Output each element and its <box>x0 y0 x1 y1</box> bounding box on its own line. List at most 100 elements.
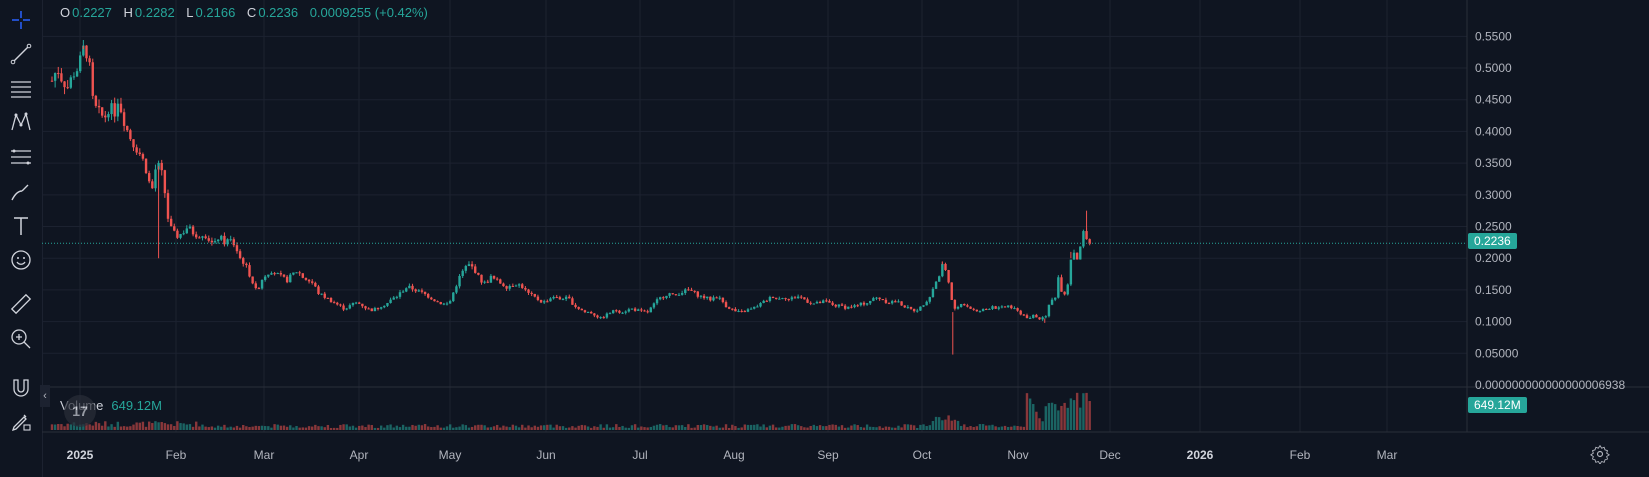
volume-bar <box>470 426 474 430</box>
brush-icon[interactable] <box>7 178 35 206</box>
volume-bar <box>762 424 765 430</box>
volume-bar <box>712 426 715 430</box>
candle-body <box>417 290 420 292</box>
fib-icon[interactable] <box>7 143 35 171</box>
volume-bar <box>593 426 596 430</box>
volume-bar <box>492 426 496 430</box>
candle-body <box>179 234 182 238</box>
volume-bar <box>100 425 104 430</box>
zoom-in-icon[interactable] <box>7 325 35 353</box>
volume-bar <box>489 427 493 430</box>
candle-body <box>859 302 863 306</box>
candle-body <box>511 285 515 287</box>
horizontal-lines-icon[interactable] <box>7 75 35 103</box>
pattern-icon[interactable] <box>7 108 35 136</box>
candle-body <box>198 237 201 239</box>
candle-body <box>1041 317 1044 320</box>
volume-bar <box>79 424 82 430</box>
volume-bar <box>953 419 957 430</box>
candle-body <box>151 181 154 189</box>
volume-bar <box>436 425 439 430</box>
volume-bar <box>188 424 192 430</box>
volume-bar <box>674 425 678 430</box>
candle-body <box>624 311 627 313</box>
candle-body <box>618 310 621 313</box>
text-icon[interactable] <box>7 212 35 240</box>
candle-body <box>721 297 725 303</box>
volume-bar <box>963 424 966 430</box>
candle-body <box>668 293 671 296</box>
magnet-icon[interactable] <box>7 374 35 402</box>
volume-bar <box>536 426 540 430</box>
volume-bar <box>452 427 455 430</box>
candle-body <box>658 297 662 300</box>
y-tick-label: 0.5500 <box>1475 29 1512 43</box>
x-tick-label: Oct <box>913 448 932 462</box>
candle-body <box>527 289 530 293</box>
trend-line-icon[interactable] <box>7 40 35 68</box>
candle-body <box>326 297 330 299</box>
volume-bar <box>934 416 938 430</box>
volume-bar <box>950 420 953 430</box>
volume-bar <box>734 426 737 430</box>
candle-body <box>687 289 690 291</box>
candle-body <box>828 300 831 303</box>
candle-body <box>521 284 524 288</box>
candle-body <box>505 286 508 289</box>
volume-bar <box>778 427 781 430</box>
volume-bar <box>88 424 91 430</box>
candle-body <box>919 306 922 311</box>
lock-draw-icon[interactable] <box>7 408 35 436</box>
volume-bar <box>336 427 339 430</box>
candle-body <box>621 312 624 314</box>
candle-body <box>608 313 612 315</box>
candle-body <box>364 306 367 309</box>
volume-bar <box>643 427 646 430</box>
collapse-pane-icon[interactable]: ‹ <box>40 385 50 407</box>
candle-body <box>815 301 819 304</box>
candle-body <box>1082 231 1085 247</box>
volume-bar <box>787 425 790 430</box>
settings-gear-icon[interactable] <box>1590 444 1610 465</box>
candle-body <box>558 297 562 300</box>
candle-body <box>257 288 261 290</box>
volume-bar <box>433 426 436 430</box>
candle-body <box>1050 299 1054 305</box>
volume-bar <box>527 425 530 430</box>
candle-body <box>135 147 138 153</box>
candle-body <box>822 300 825 304</box>
volume-bar <box>1088 401 1091 430</box>
volume-bar <box>395 425 399 430</box>
volume-bar <box>796 425 800 430</box>
candle-body <box>580 308 584 311</box>
candle-body <box>840 304 844 306</box>
volume-bar <box>66 423 69 430</box>
volume-bar <box>1075 392 1079 430</box>
crosshair-icon[interactable] <box>7 6 35 34</box>
volume-bar <box>135 422 138 430</box>
chart-area[interactable]: 0.5500 0.5000 0.4500 0.4000 0.3500 0.3000 0.25… <box>42 0 1649 477</box>
volume-bar <box>169 424 173 430</box>
candle-body <box>684 289 687 294</box>
volume-bar <box>680 425 684 430</box>
x-tick-label: Dec <box>1099 448 1120 462</box>
volume-bar <box>596 426 599 430</box>
volume-bar <box>709 425 712 430</box>
volume-bar <box>53 424 57 430</box>
candle-body <box>605 313 609 318</box>
volume-bar <box>505 426 508 430</box>
volume-bar <box>232 427 236 430</box>
ruler-icon[interactable] <box>7 290 35 318</box>
candle-body <box>107 114 110 118</box>
candle-body <box>141 154 145 159</box>
volume-bar <box>483 425 486 430</box>
emoji-icon[interactable] <box>7 246 35 274</box>
candle-body <box>251 276 254 284</box>
candlestick-chart[interactable]: 0.5500 0.5000 0.4500 0.4000 0.3500 0.3000 0.25… <box>42 0 1649 477</box>
y-tick-label: 0.4500 <box>1475 93 1512 107</box>
candle-body <box>383 305 386 308</box>
volume-bar <box>975 426 979 430</box>
volume-bar <box>514 425 518 430</box>
volume-bar <box>890 427 894 430</box>
volume-bar <box>687 424 690 430</box>
